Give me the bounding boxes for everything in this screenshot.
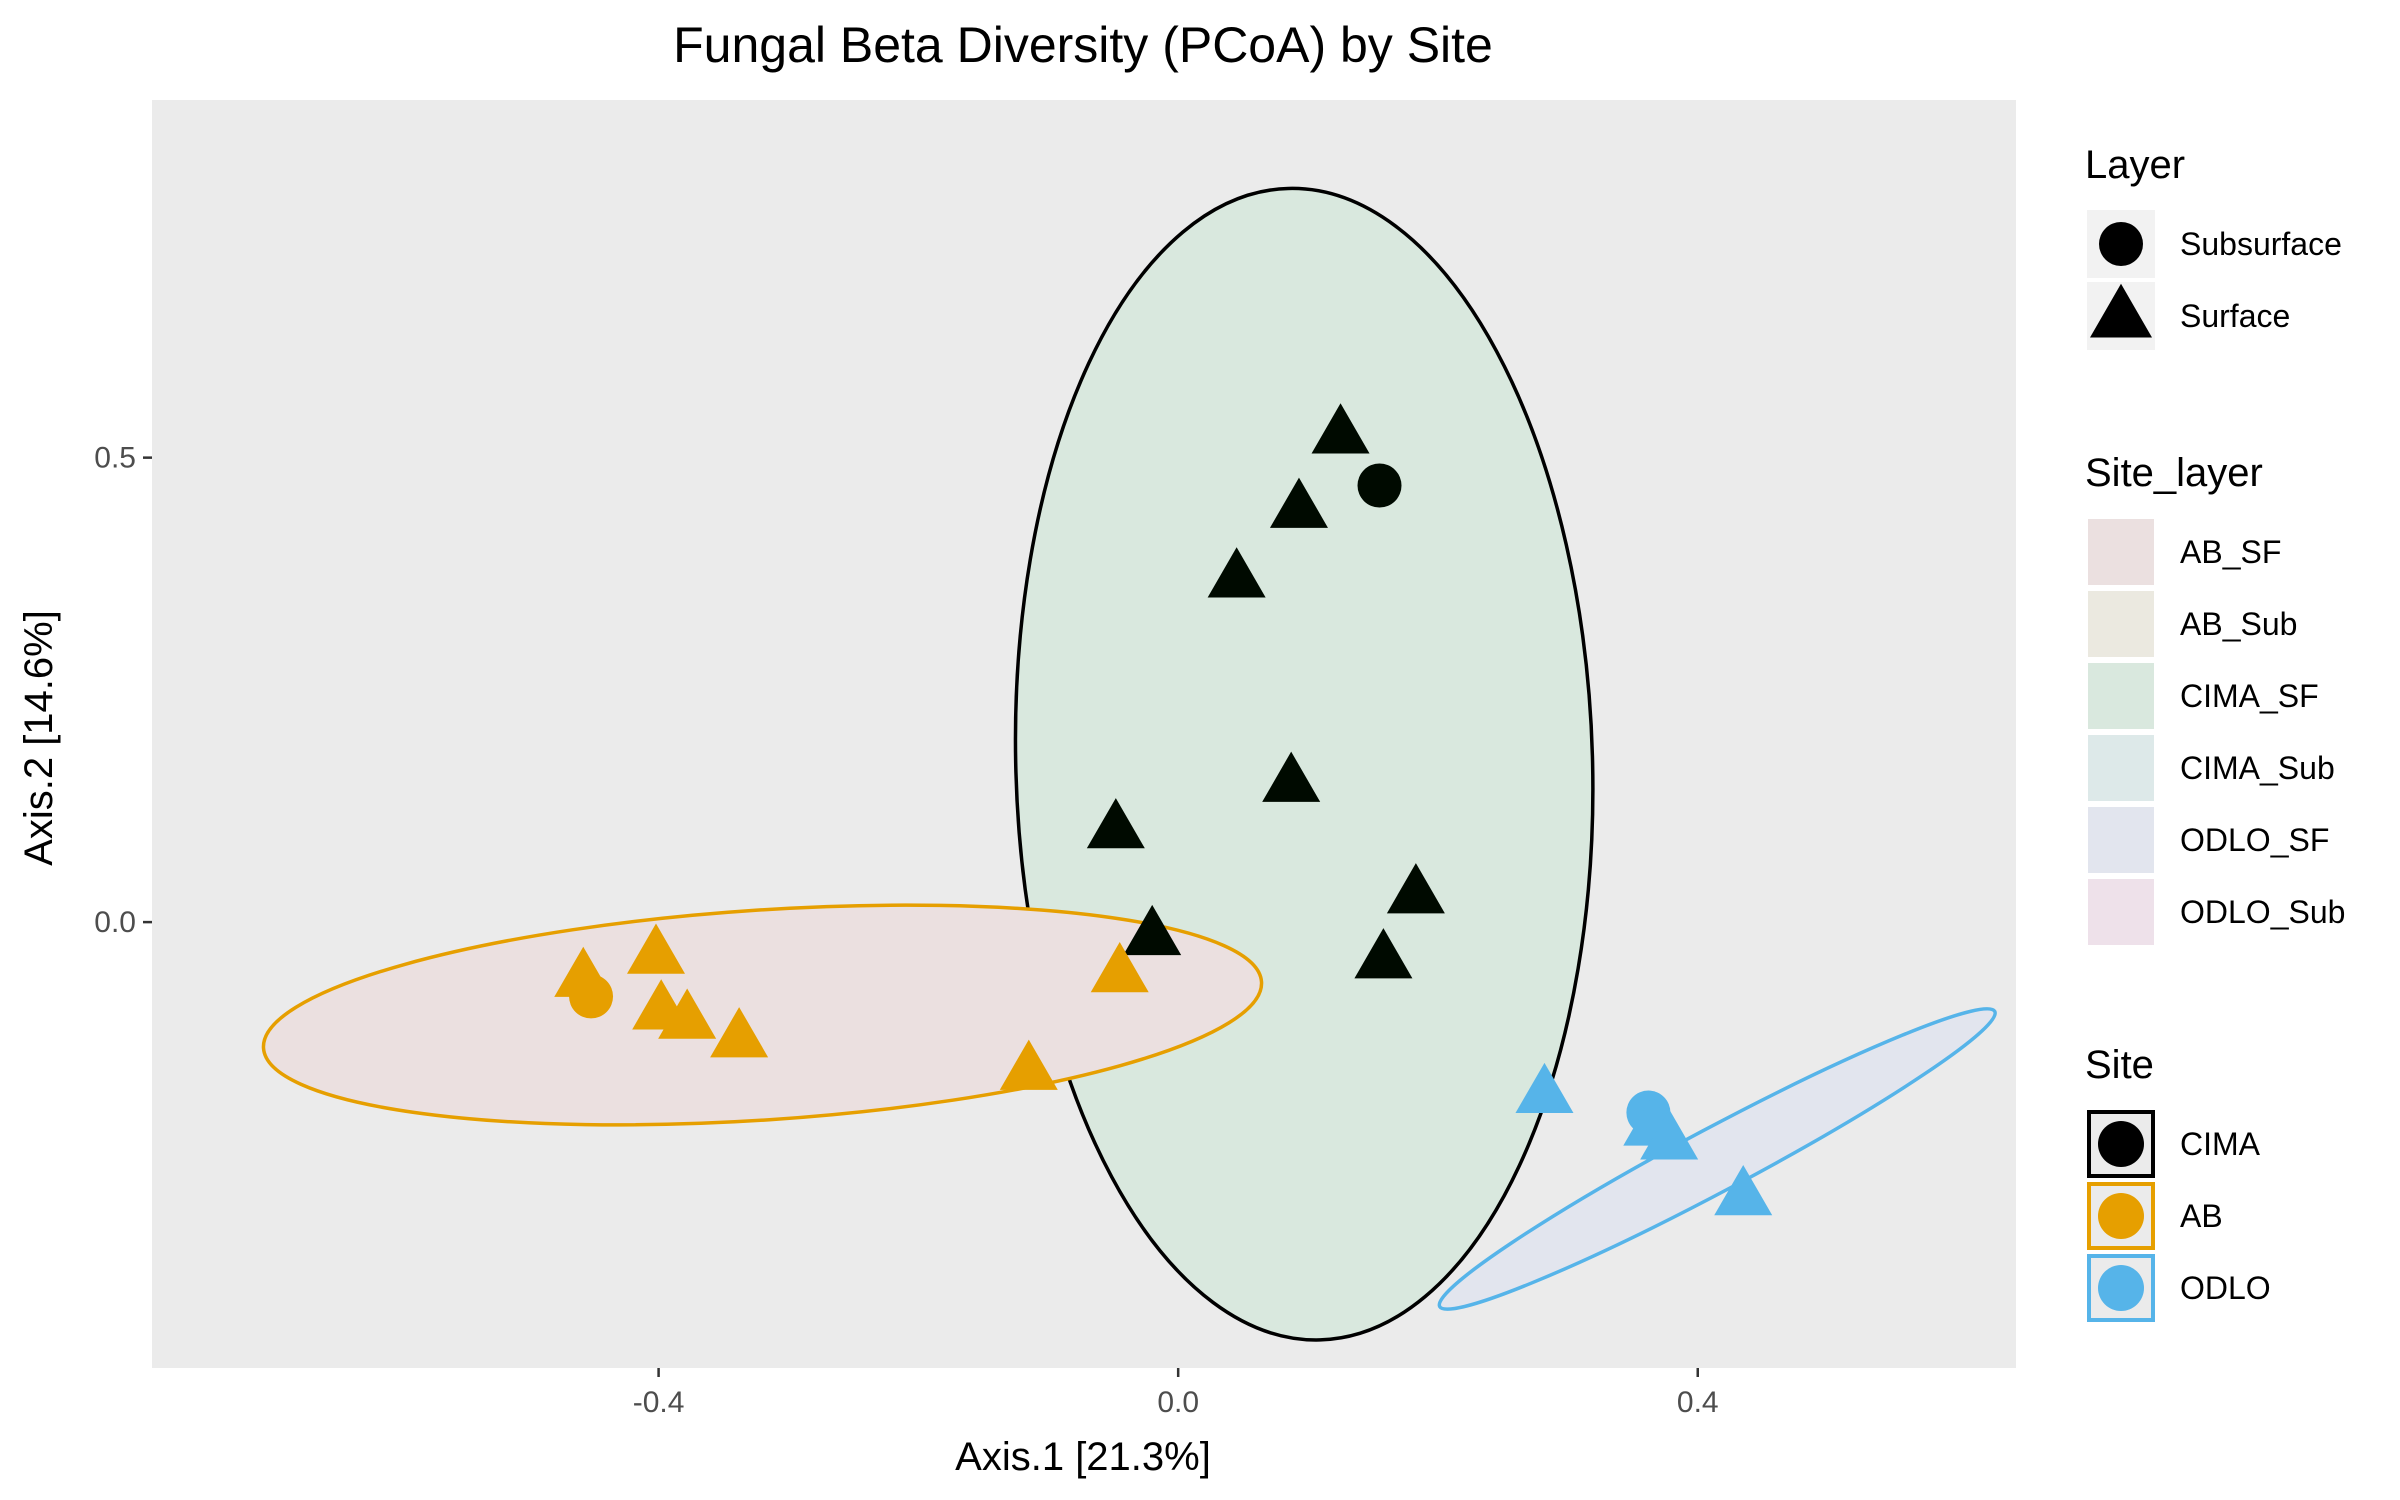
legend-label: ODLO_Sub <box>2180 894 2345 930</box>
legend-label: AB_SF <box>2180 534 2281 570</box>
data-point-cima-surface <box>1386 863 1445 914</box>
data-point-ab-subsurface <box>569 974 614 1019</box>
y-tick-label: 0.5 <box>94 442 136 475</box>
legend-triangle-icon <box>2090 283 2152 338</box>
legend-label: AB_Sub <box>2180 606 2297 642</box>
chart-title: Fungal Beta Diversity (PCoA) by Site <box>673 17 1493 73</box>
data-point-cima-surface <box>1269 477 1328 528</box>
legend-label: CIMA_SF <box>2180 678 2319 714</box>
legend-key <box>2086 733 2156 803</box>
data-point-odlo-surface <box>1515 1062 1574 1114</box>
legend-layer: Layer Subsurface Surface <box>2085 143 2342 350</box>
data-point-ab-surface <box>1090 942 1149 993</box>
legend-label: Subsurface <box>2180 226 2342 262</box>
legend-key <box>2086 517 2156 587</box>
data-point-cima-surface <box>1086 798 1145 849</box>
legend: Layer Subsurface Surface Site_layer AB_SF AB_… <box>2085 143 2345 1322</box>
legend-label: Surface <box>2180 298 2290 334</box>
data-point-cima-surface <box>1123 904 1182 956</box>
legend-key <box>2086 877 2156 947</box>
legend-label: ODLO_SF <box>2180 822 2329 858</box>
legend-label: ODLO <box>2180 1270 2271 1306</box>
legend-label: CIMA <box>2180 1126 2261 1162</box>
ellipse-group <box>261 186 1997 1342</box>
legend-circle-icon <box>2098 1193 2144 1239</box>
data-point-ab-surface <box>626 923 685 974</box>
legend-circle-icon <box>2098 1121 2144 1167</box>
legend-key <box>2086 661 2156 731</box>
legend-site-layer: Site_layer AB_SF AB_Sub CIMA_SF CIMA_Sub ODLO… <box>2085 451 2345 947</box>
data-point-odlo-surface <box>1714 1165 1773 1216</box>
legend-site: Site CIMA AB ODLO <box>2085 1043 2271 1322</box>
legend-title: Layer <box>2085 143 2185 187</box>
legend-label: CIMA_Sub <box>2180 750 2335 786</box>
legend-circle-icon <box>2099 222 2143 266</box>
data-point-cima-subsurface <box>1357 463 1402 508</box>
data-point-ab-surface <box>710 1007 769 1058</box>
x-axis-title: Axis.1 [21.3%] <box>955 1435 1211 1479</box>
axes: -0.4 0.0 0.4 0.0 0.5 <box>94 442 1718 1419</box>
legend-title: Site <box>2085 1043 2154 1087</box>
x-tick-label: -0.4 <box>633 1386 685 1419</box>
legend-title: Site_layer <box>2085 451 2263 495</box>
legend-key <box>2086 589 2156 659</box>
x-tick-label: 0.0 <box>1157 1386 1199 1419</box>
y-axis-title: Axis.2 [14.6%] <box>17 610 61 866</box>
legend-circle-icon <box>2098 1265 2144 1311</box>
y-tick-label: 0.0 <box>94 906 136 939</box>
data-point-cima-surface <box>1207 547 1266 598</box>
point-group <box>554 403 1773 1216</box>
legend-label: AB <box>2180 1198 2223 1234</box>
data-point-ab-surface <box>658 988 717 1039</box>
data-point-ab-surface <box>999 1039 1058 1090</box>
x-tick-label: 0.4 <box>1677 1386 1719 1419</box>
data-point-cima-surface <box>1311 403 1370 454</box>
data-point-cima-surface <box>1354 928 1413 979</box>
legend-key <box>2086 805 2156 875</box>
data-point-cima-surface <box>1262 751 1321 802</box>
data-point-odlo-surface <box>1640 1109 1699 1160</box>
